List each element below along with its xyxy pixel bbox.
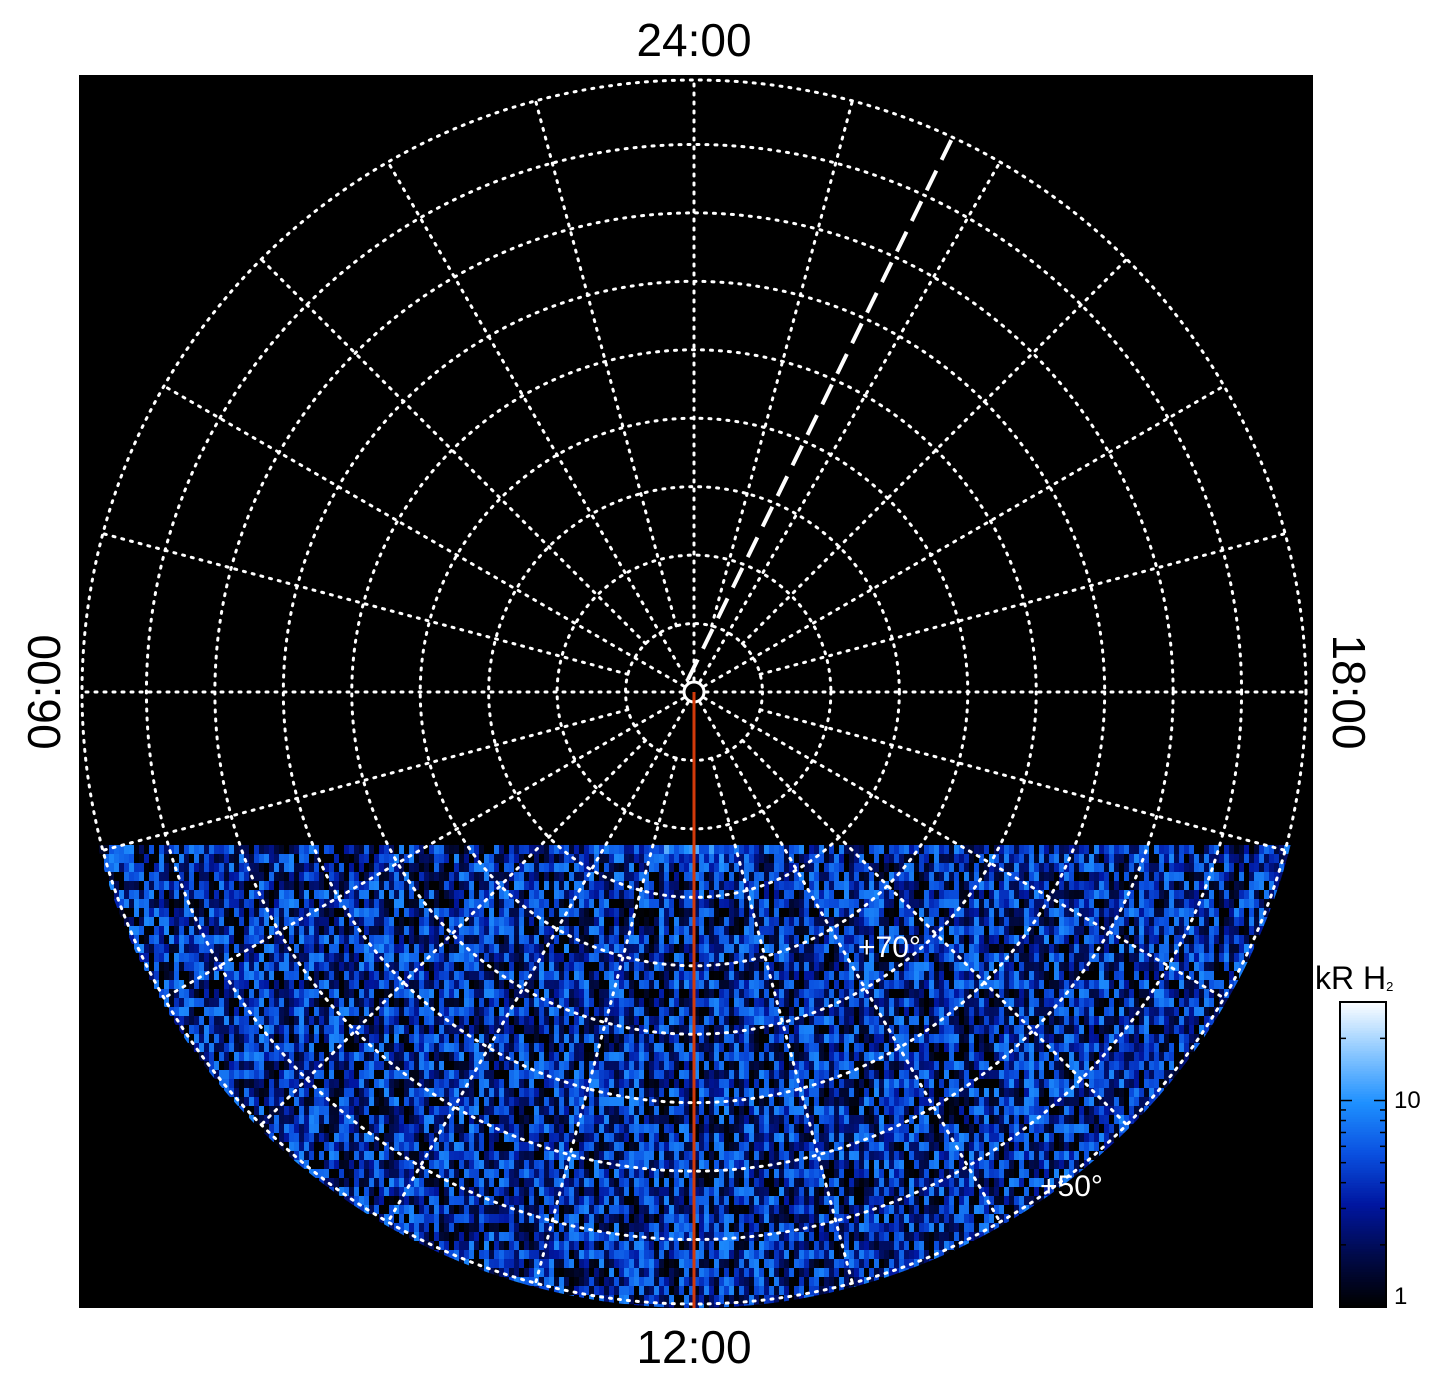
lt-meridian-21	[259, 257, 648, 646]
lt-label-0600: 06:00	[18, 634, 70, 750]
latitude-circle-60	[487, 485, 901, 899]
lt-meridian-10	[698, 700, 1002, 1224]
lt-meridian-8	[702, 696, 1226, 1000]
lt-meridian-15	[259, 738, 648, 1127]
lt-meridian-3	[740, 257, 1129, 646]
latitude-label-50: +50°	[1040, 1170, 1103, 1203]
lt-label-1200: 12:00	[636, 1321, 752, 1373]
lt-meridian-19	[101, 532, 630, 676]
latitude-circle-40	[350, 348, 1038, 1036]
lt-meridian-7	[758, 708, 1287, 852]
lt-meridian-5	[758, 532, 1287, 676]
lt-meridian-23	[534, 99, 678, 628]
latitude-label-70: +70°	[858, 931, 921, 964]
colorbar-tick-label: 1	[1394, 1283, 1408, 1310]
lt-label-2400: 24:00	[636, 14, 752, 66]
lt-meridian-9	[740, 738, 1129, 1127]
latitude-circle-10	[144, 142, 1244, 1242]
lt-meridian-13	[534, 756, 678, 1285]
lt-label-1800: 18:00	[1323, 634, 1375, 750]
lt-meridian-20	[162, 384, 686, 688]
lt-meridian-17	[101, 708, 630, 852]
lt-meridian-22	[386, 160, 690, 684]
colorbar-tick-label: 10	[1394, 1086, 1421, 1114]
latitude-circle-0	[80, 78, 1308, 1306]
lt-meridian-2	[698, 160, 1002, 684]
lt-meridian-16	[162, 696, 686, 1000]
lt-meridian-1	[710, 99, 854, 628]
lt-meridian-14	[386, 700, 690, 1224]
lt-meridian-4	[702, 384, 1226, 688]
colorbar	[1339, 1001, 1387, 1308]
colorbar-unit-label: kR H2	[1315, 960, 1394, 996]
lt-meridian-11	[710, 756, 854, 1285]
